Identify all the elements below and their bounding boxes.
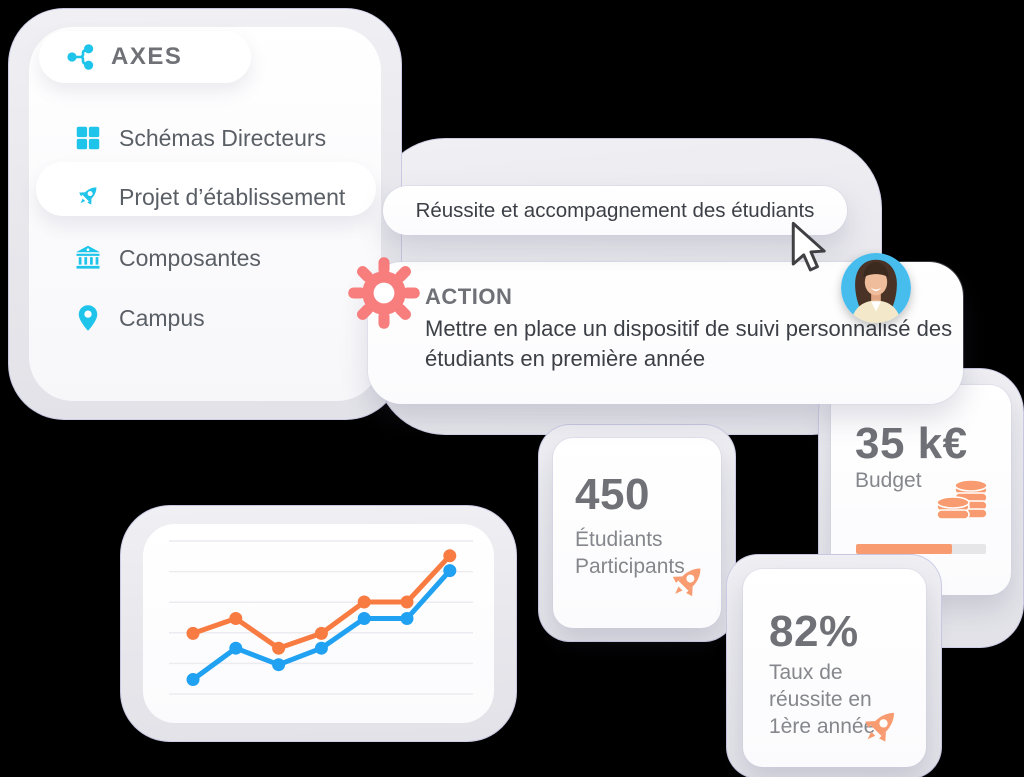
grid-icon: [73, 123, 103, 153]
sidebar-item-label: Campus: [119, 304, 205, 331]
rocket-icon: [663, 560, 711, 608]
pin-icon: [73, 303, 103, 333]
sidebar-item-label: Projet d’établissement: [119, 183, 346, 210]
rocket-icon: [855, 704, 905, 754]
sidebar-item-projet-etablissement[interactable]: Projet d’établissement: [73, 180, 345, 214]
share-nodes-icon: [65, 41, 97, 73]
sidebar-item-campus[interactable]: Campus: [73, 301, 205, 335]
action-description: Mettre en place un dispositif de suivi p…: [425, 316, 953, 371]
stat-value: 82%: [769, 607, 859, 656]
sidebar-item-label: Schémas Directeurs: [119, 124, 327, 151]
sidebar-item-composantes[interactable]: Composantes: [73, 241, 261, 275]
user-avatar: [841, 253, 911, 323]
mouse-cursor-icon: [789, 221, 827, 277]
stat-label: Taux de réussite en 1ère année: [769, 661, 876, 738]
chart-card: [120, 505, 517, 742]
stat-card-participants-halo: 450 Étudiants Participants: [538, 424, 736, 642]
stat-value: 450: [575, 470, 650, 519]
stat-card-reussite: 82% Taux de réussite en 1ère année: [743, 569, 926, 767]
action-card[interactable]: ACTION Mettre en place un dispositif de …: [348, 257, 963, 404]
stat-card-reussite-halo: 82% Taux de réussite en 1ère année: [726, 554, 942, 777]
coins-icon: [935, 473, 991, 525]
axis-tag-label: Réussite et accompagnement des étudiants: [415, 198, 815, 222]
stat-card-participants: 450 Étudiants Participants: [553, 438, 721, 628]
chart-body: [143, 524, 494, 723]
axes-header: AXES: [39, 31, 251, 83]
axes-panel: AXES Schémas Directeurs: [8, 8, 402, 420]
gear-icon: [345, 254, 423, 332]
sidebar-item-schemas-directeurs[interactable]: Schémas Directeurs: [73, 121, 326, 155]
stat-value: 35 k€: [855, 419, 968, 468]
line-chart: [169, 540, 473, 695]
stat-card-budget: 35 k€ Budget: [831, 385, 1011, 595]
budget-progress-fill: [856, 544, 953, 554]
bank-icon: [73, 243, 103, 273]
budget-progress-bar: [856, 544, 986, 554]
axes-title: AXES: [111, 43, 183, 70]
stat-label: Étudiants Participants: [575, 528, 685, 578]
stat-label: Budget: [855, 469, 922, 492]
action-title: ACTION: [425, 284, 513, 309]
sidebar-item-label: Composantes: [119, 244, 261, 271]
rocket-icon: [73, 182, 103, 212]
axis-tag-pill[interactable]: Réussite et accompagnement des étudiants: [383, 186, 847, 235]
